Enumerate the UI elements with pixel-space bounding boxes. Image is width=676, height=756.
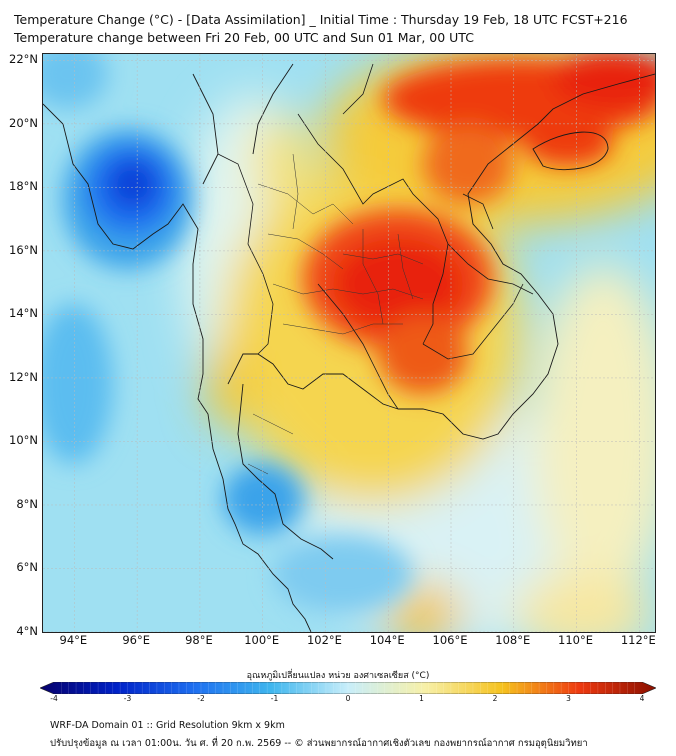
lon-label: 106°E (432, 633, 468, 647)
lat-label: 6°N (16, 560, 38, 575)
coastlines (43, 63, 655, 632)
temperature-field (43, 54, 655, 632)
colorbar-tick-label: -1 (270, 694, 279, 703)
colorbar-tick-label: 3 (566, 694, 571, 703)
lat-label: 18°N (9, 179, 38, 194)
lon-label: 98°E (185, 633, 213, 647)
graticule (43, 54, 655, 632)
lon-label: 94°E (59, 633, 88, 647)
colorbar-tick-label: 0 (345, 694, 351, 703)
cold-cores (43, 54, 413, 614)
lat-label: 14°N (9, 306, 38, 321)
lon-label: 100°E (244, 633, 280, 647)
lat-label: 10°N (9, 433, 38, 448)
footer-domain-info: WRF-DA Domain 01 :: Grid Resolution 9km … (50, 720, 285, 731)
lat-label: 22°N (9, 52, 38, 67)
lat-label: 12°N (9, 369, 38, 384)
lon-label: 102°E (306, 633, 342, 647)
lon-label: 112°E (620, 633, 656, 647)
lon-label: 110°E (558, 633, 594, 647)
colorbar-gradient (40, 682, 656, 694)
colorbar-tick-label: -4 (50, 694, 58, 703)
colorbar-tick-label: 2 (492, 694, 498, 703)
lat-label: 16°N (9, 242, 38, 257)
country-borders (217, 63, 534, 410)
colorbar-tick-label: 1 (419, 694, 424, 703)
lon-label: 108°E (495, 633, 531, 647)
map-title: Temperature Change (°C) - [Data Assimila… (14, 12, 628, 27)
footer-update-info: ปรับปรุงข้อมูล ณ เวลา 01:00น. วัน ศ. ที่… (50, 738, 588, 749)
colorbar-tick-label: 4 (639, 694, 645, 703)
lon-label: 96°E (122, 633, 150, 647)
lon-label: 104°E (369, 633, 405, 647)
colorbar-tick-label: -3 (123, 694, 132, 703)
lat-label: 4°N (16, 624, 38, 638)
colorbar (40, 682, 656, 694)
map-panel (42, 53, 656, 633)
map-subtitle: Temperature change between Fri 20 Feb, 0… (14, 30, 474, 45)
lat-label: 20°N (9, 115, 38, 130)
colorbar-tick-label: -2 (197, 694, 205, 703)
colorbar-title: อุณหภูมิเปลี่ยนแปลง หน่วย องศาเซลเซียส (… (246, 671, 430, 681)
province-borders (247, 153, 424, 475)
lat-label: 8°N (16, 496, 38, 511)
